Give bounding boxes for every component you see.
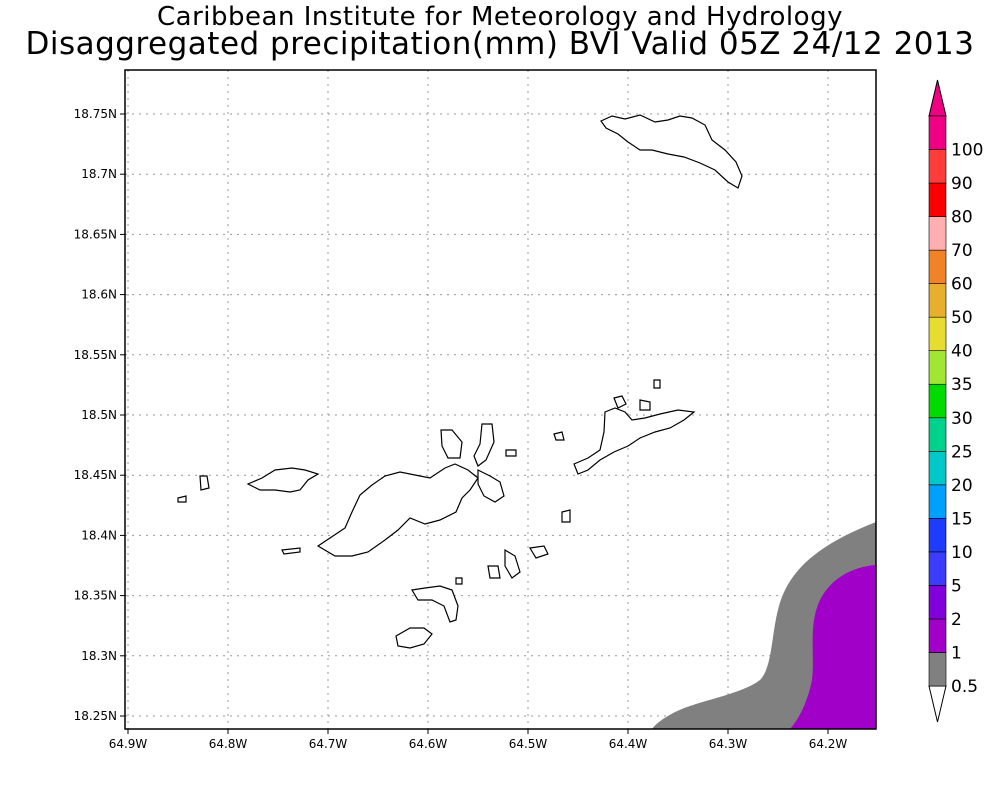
- colorbar-swatch: [928, 149, 947, 184]
- island-beef-island: [477, 469, 505, 503]
- lat-tick-label: 18.35N: [74, 589, 117, 603]
- island-small-w1: [281, 547, 301, 555]
- colorbar-high-arrow: [928, 79, 947, 117]
- island-norman: [395, 627, 433, 649]
- colorbar-label: 20: [951, 476, 973, 496]
- island-small-w2: [177, 495, 187, 503]
- colorbar-label: 10: [951, 543, 973, 563]
- lat-tick-label: 18.5N: [81, 408, 117, 422]
- colorbar-swatch: [928, 249, 947, 284]
- colorbar-low-arrow: [928, 685, 947, 723]
- lon-tick-label: 64.7W: [309, 737, 348, 751]
- colorbar-label: 40: [951, 342, 973, 362]
- precip-area-purple: [790, 565, 876, 729]
- colorbar-label: 60: [951, 275, 973, 295]
- colorbar-swatch: [928, 283, 947, 318]
- colorbar-label: 30: [951, 409, 973, 429]
- island-cooper: [504, 548, 521, 579]
- island-jost-van-dyke: [246, 467, 320, 493]
- island-peter: [411, 585, 459, 623]
- lon-tick-label: 64.5W: [509, 737, 548, 751]
- lat-tick-label: 18.65N: [74, 227, 117, 241]
- colorbar-swatch: [928, 450, 947, 486]
- island-virgin-gorda-north: [613, 395, 627, 409]
- colorbar-swatch: [928, 618, 947, 653]
- lat-tick-label: 18.7N: [81, 167, 117, 181]
- map-subtitle: Disaggregated precipitation(mm) BVI Vali…: [25, 26, 975, 62]
- island-tortola: [316, 463, 479, 557]
- colorbar-swatch: [928, 585, 947, 620]
- colorbar-label: 0.5: [951, 677, 978, 697]
- colorbar-label: 70: [951, 241, 973, 261]
- island-ginger: [529, 545, 549, 559]
- colorbar-swatch: [928, 551, 947, 586]
- colorbar-swatch: [928, 383, 947, 419]
- island-small-n2: [653, 379, 661, 389]
- grid-lines: [125, 70, 876, 729]
- colorbar-label: 35: [951, 375, 973, 395]
- colorbar-label: 100: [951, 141, 983, 161]
- lat-tick-label: 18.3N: [81, 649, 117, 663]
- map-axes: 64.9W 64.8W 64.7W 64.6W 64.5W 64.4W 64.3W 64.2W…: [74, 107, 848, 751]
- lon-tick-label: 64.9W: [109, 737, 148, 751]
- colorbar-swatch: [928, 518, 947, 553]
- colorbar-swatch: [928, 115, 947, 150]
- colorbar-label: 5: [951, 576, 962, 596]
- colorbar-swatch: [928, 652, 947, 687]
- colorbar-label: 2: [951, 610, 962, 630]
- island-anegada: [600, 114, 743, 189]
- lon-tick-label: 64.8W: [209, 737, 248, 751]
- island-fallen-jerusalem: [561, 509, 571, 523]
- colorbar-label: 50: [951, 308, 973, 328]
- lat-tick-label: 18.75N: [74, 107, 117, 121]
- island-small-n1: [553, 431, 565, 441]
- island-little-jost: [199, 475, 210, 491]
- colorbar-swatch: [928, 216, 947, 251]
- lon-tick-label: 64.3W: [709, 737, 748, 751]
- colorbar-swatch: [928, 182, 947, 217]
- colorbar-swatch: [928, 417, 947, 452]
- precip-field: [652, 522, 876, 729]
- colorbar-label: 25: [951, 442, 973, 462]
- lat-tick-label: 18.55N: [74, 348, 117, 362]
- lat-tick-label: 18.6N: [81, 288, 117, 302]
- lat-tick-label: 18.25N: [74, 709, 117, 723]
- map-title: Caribbean Institute for Meteorology and …: [157, 2, 843, 32]
- island-small-n3: [639, 399, 651, 411]
- colorbar-swatch: [928, 316, 947, 352]
- lat-tick-label: 18.4N: [81, 528, 117, 542]
- lon-tick-label: 64.4W: [609, 737, 648, 751]
- island-guana: [440, 429, 463, 459]
- colorbar-swatch: [928, 484, 947, 519]
- lon-tick-label: 64.2W: [809, 737, 848, 751]
- colorbar-label: 80: [951, 208, 973, 228]
- islands: [177, 114, 743, 649]
- island-small-e2: [505, 449, 517, 457]
- lat-tick-label: 18.45N: [74, 468, 117, 482]
- colorbar-label: 1: [951, 643, 962, 663]
- island-great-camanoe: [473, 423, 495, 467]
- plot-frame: [124, 69, 877, 730]
- island-small-e1: [455, 577, 463, 585]
- island-virgin-gorda: [573, 407, 696, 475]
- colorbar-label: 90: [951, 174, 973, 194]
- colorbar-label: 15: [951, 509, 973, 529]
- colorbar-swatch: [928, 350, 947, 385]
- island-salt: [487, 565, 501, 579]
- lon-tick-label: 64.6W: [409, 737, 448, 751]
